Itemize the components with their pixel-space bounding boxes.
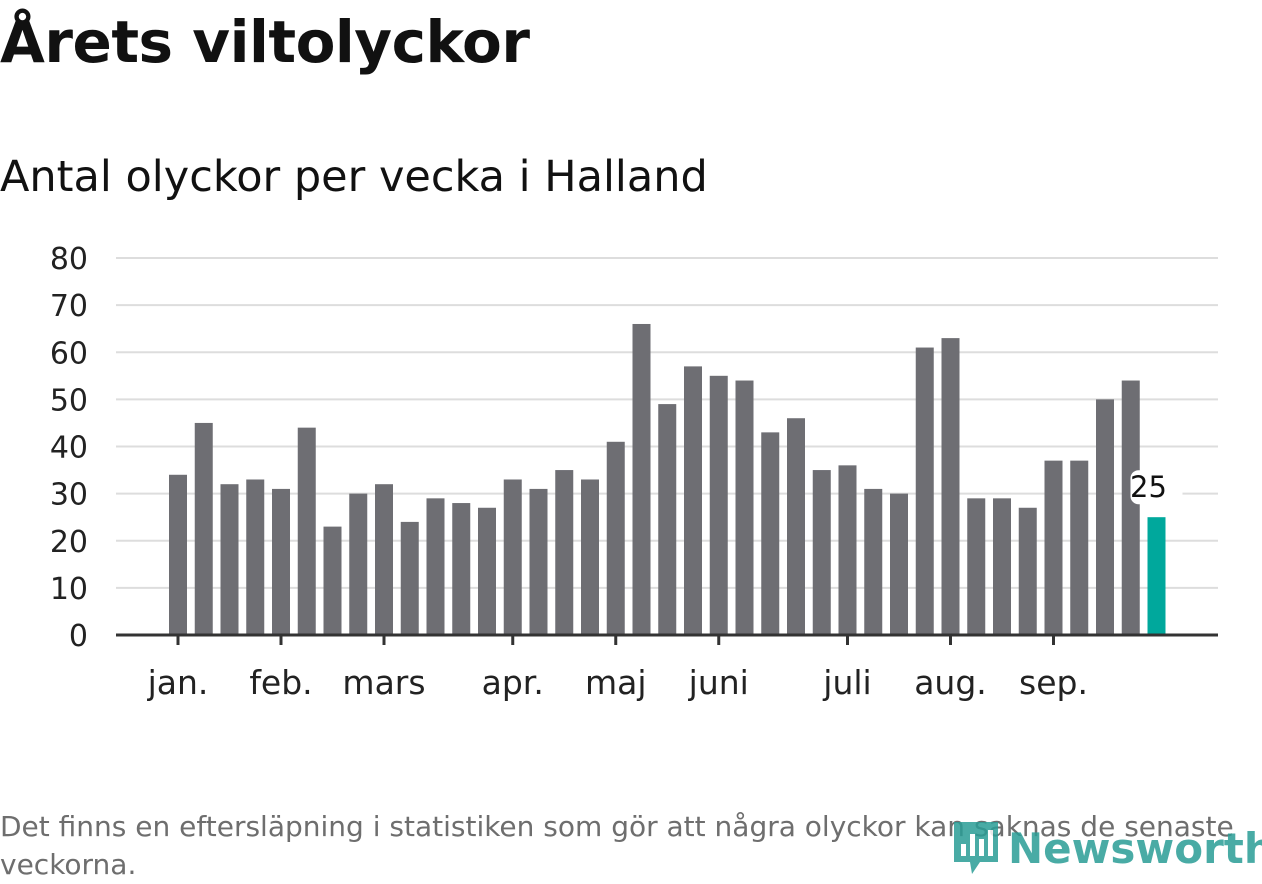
bar bbox=[941, 338, 960, 635]
data-label: 25 bbox=[1130, 470, 1167, 504]
bar bbox=[581, 479, 599, 635]
bar bbox=[555, 470, 574, 635]
chart-title: Årets viltolyckor bbox=[0, 8, 530, 76]
data-labels: 25 bbox=[1130, 470, 1183, 505]
bar bbox=[220, 484, 239, 635]
bar bbox=[761, 432, 780, 635]
bar bbox=[452, 503, 471, 635]
bar bbox=[1018, 507, 1037, 635]
bar bbox=[400, 521, 419, 635]
y-axis-ticks: 0 10 20 30 40 50 60 70 80 bbox=[50, 242, 88, 654]
x-tick-label: jan. bbox=[147, 663, 209, 702]
bar bbox=[529, 488, 548, 635]
y-tick-label: 40 bbox=[50, 431, 88, 466]
y-tick-label: 30 bbox=[50, 478, 88, 513]
bar bbox=[838, 465, 857, 635]
bar bbox=[735, 380, 754, 635]
x-tick-label: sep. bbox=[1019, 663, 1088, 702]
newsworthy-logo[interactable]: Newsworthy bbox=[950, 818, 1262, 878]
bar bbox=[632, 323, 651, 635]
y-tick-label: 60 bbox=[50, 336, 88, 371]
bar bbox=[967, 498, 986, 635]
bar bbox=[709, 375, 728, 635]
bars bbox=[169, 323, 1166, 635]
y-tick-label: 70 bbox=[50, 289, 88, 324]
y-tick-label: 10 bbox=[50, 572, 88, 607]
chart-subtitle: Antal olyckor per vecka i Halland bbox=[0, 152, 708, 202]
logo-text: Newsworthy bbox=[1008, 823, 1262, 873]
x-tick-label: mars bbox=[342, 663, 425, 702]
bar bbox=[246, 479, 265, 635]
bar bbox=[194, 422, 213, 635]
y-tick-label: 20 bbox=[50, 525, 88, 560]
x-tick-label: feb. bbox=[249, 663, 312, 702]
y-tick-label: 50 bbox=[50, 383, 88, 418]
bar bbox=[1096, 399, 1114, 635]
bar bbox=[323, 526, 342, 635]
bar bbox=[915, 347, 934, 635]
x-tick-label: juni bbox=[688, 663, 749, 702]
bar bbox=[864, 488, 883, 635]
bar bbox=[1121, 380, 1140, 635]
bar bbox=[426, 498, 445, 635]
bar bbox=[297, 427, 316, 635]
x-tick-label: juli bbox=[822, 663, 871, 702]
bar bbox=[1070, 460, 1089, 635]
bar bbox=[375, 484, 393, 635]
y-tick-label: 0 bbox=[69, 619, 88, 654]
x-axis-ticks: jan. feb. mars apr. maj juni juli aug. sep. bbox=[147, 635, 1088, 702]
bar bbox=[272, 488, 290, 635]
bar bbox=[684, 366, 702, 635]
footnote: Det finns en eftersläpning i statistiken… bbox=[0, 810, 1234, 881]
bar bbox=[658, 404, 677, 635]
bar bbox=[890, 493, 908, 635]
bar bbox=[503, 479, 522, 635]
x-tick-label: aug. bbox=[914, 663, 987, 702]
bar bbox=[606, 441, 625, 635]
y-tick-label: 80 bbox=[50, 242, 88, 277]
newsworthy-logo-icon bbox=[954, 822, 998, 874]
bar bbox=[993, 498, 1011, 635]
data-label-bg bbox=[1130, 470, 1183, 505]
x-tick-label: apr. bbox=[482, 663, 544, 702]
bar bbox=[169, 474, 187, 635]
bar bbox=[1044, 460, 1063, 635]
bar bbox=[787, 418, 805, 635]
highlighted-bar bbox=[1147, 517, 1166, 635]
bar bbox=[349, 493, 368, 635]
x-tick-label: maj bbox=[585, 663, 647, 702]
bar bbox=[812, 470, 831, 635]
bar bbox=[478, 507, 496, 635]
